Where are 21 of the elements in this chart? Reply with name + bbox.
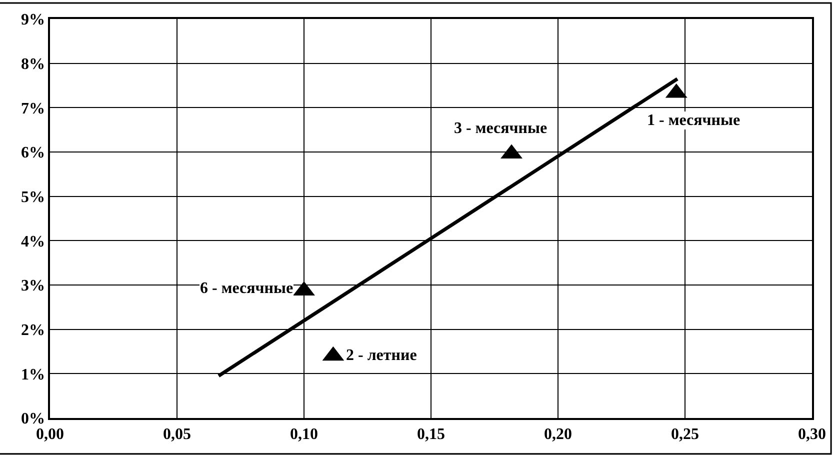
y-tick-label: 7% bbox=[21, 100, 46, 118]
y-tick-label: 6% bbox=[21, 144, 46, 162]
x-tick-label: 0,15 bbox=[417, 426, 445, 443]
x-tick-label: 0,10 bbox=[290, 426, 318, 443]
x-tick-label: 0,05 bbox=[163, 426, 191, 443]
y-tick-label: 1% bbox=[21, 366, 46, 384]
x-tick-label: 0,20 bbox=[544, 426, 572, 443]
annotation: 2 - летние bbox=[346, 347, 417, 364]
y-tick-label: 5% bbox=[21, 188, 46, 206]
y-tick-label: 9% bbox=[21, 12, 46, 29]
y-tick-label: 0% bbox=[21, 410, 46, 428]
y-tick-label: 2% bbox=[21, 322, 46, 339]
annotation: 6 - месячные bbox=[200, 280, 294, 297]
y-tick-label: 3% bbox=[21, 278, 46, 295]
x-tick-label: 0,25 bbox=[671, 426, 699, 443]
x-tick-label: 0,30 bbox=[798, 426, 826, 443]
y-tick-label: 8% bbox=[21, 56, 46, 73]
y-tick-label: 4% bbox=[21, 233, 46, 250]
x-tick-label: 0,00 bbox=[36, 426, 64, 443]
annotation: 1 - месячные bbox=[647, 112, 740, 129]
annotation: 3 - месячные bbox=[454, 120, 548, 137]
